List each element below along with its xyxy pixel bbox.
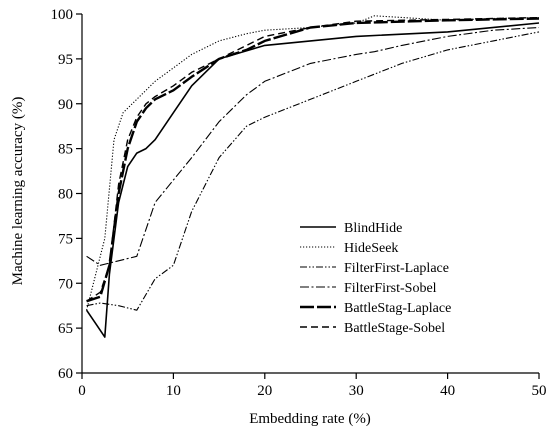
x-tick-label: 0 <box>78 383 86 399</box>
x-tick-label: 10 <box>166 383 181 399</box>
legend-label: BlindHide <box>344 221 402 236</box>
legend: BlindHide HideSeek FilterFirst-Laplace Filt… <box>300 221 451 336</box>
y-tick-label: 60 <box>58 366 73 382</box>
y-tick-label: 65 <box>58 321 73 337</box>
x-tick-label: 40 <box>440 383 455 399</box>
legend-label: BattleStage-Sobel <box>344 321 445 336</box>
x-axis-title: Embedding rate (%) <box>249 411 371 427</box>
y-tick-label: 70 <box>58 276 73 292</box>
series-lines <box>85 15 540 338</box>
series-line-filterfirst-laplace <box>86 31 540 311</box>
y-tick-label: 90 <box>58 97 73 113</box>
y-axis-title: Machine learning accuracy (%) <box>10 97 26 286</box>
y-tick-label: 95 <box>58 52 73 68</box>
axes: 0 10 20 30 40 50 60 65 70 75 80 85 90 95 100 <box>51 7 547 399</box>
x-tick-label: 30 <box>349 383 364 399</box>
series-line-battlestag-laplace <box>86 17 540 303</box>
y-tick-label: 80 <box>58 187 73 203</box>
legend-label: FilterFirst-Sobel <box>344 281 437 296</box>
series-line-hideseek <box>86 15 540 311</box>
x-tick-label: 20 <box>257 383 272 399</box>
y-tick-label: 100 <box>51 7 74 23</box>
legend-label: FilterFirst-Laplace <box>344 261 449 276</box>
legend-label: BattleStag-Laplace <box>344 301 451 316</box>
y-tick-label: 85 <box>58 142 73 158</box>
series-line-battlestage-sobel <box>86 16 540 302</box>
x-tick-label: 50 <box>532 383 547 399</box>
series-line-blindhide <box>85 22 540 338</box>
y-tick-label: 75 <box>58 231 73 247</box>
legend-label: HideSeek <box>344 241 398 256</box>
series-line-filterfirst-sobel <box>86 26 540 266</box>
